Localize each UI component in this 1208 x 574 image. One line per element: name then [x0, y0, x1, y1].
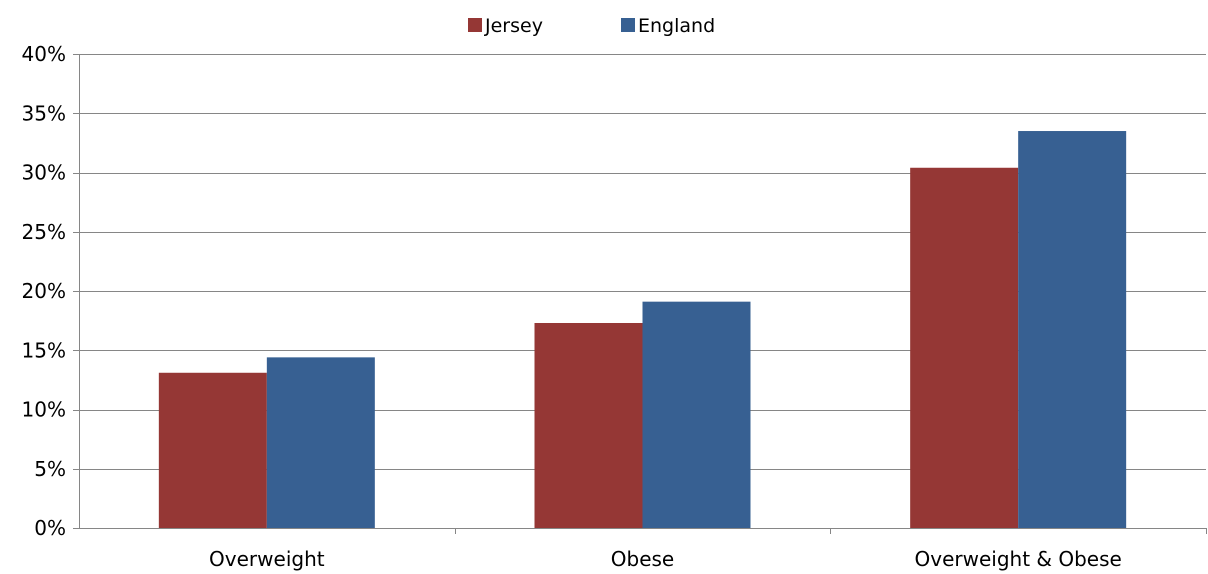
- bar-england-overweight-obese: [1018, 131, 1127, 528]
- y-tick-label: 15%: [22, 338, 66, 362]
- x-tick-label: Overweight: [209, 547, 325, 571]
- legend-label-england: England: [638, 15, 715, 37]
- x-tick-label: Overweight & Obese: [915, 547, 1122, 571]
- y-tick-label: 25%: [22, 220, 66, 244]
- legend-swatch-england: [621, 18, 635, 32]
- y-tick-label: 35%: [22, 101, 66, 125]
- bar-jersey-obese: [534, 322, 643, 528]
- y-tick-label: 20%: [22, 279, 66, 303]
- legend-swatch-jersey: [468, 18, 482, 32]
- x-tick-label: Obese: [611, 547, 674, 571]
- y-tick-label: 30%: [22, 161, 66, 185]
- bar-england-obese: [642, 301, 751, 528]
- y-tick-label: 0%: [34, 516, 66, 540]
- y-tick-label: 5%: [34, 457, 66, 481]
- bar-england-overweight: [266, 357, 375, 528]
- y-tick-label: 40%: [22, 42, 66, 66]
- bar-jersey-overweight: [158, 372, 267, 528]
- axes: 0% 5% 10% 15% 20% 25% 30% 35% 40% Overweight Obese…: [22, 42, 1207, 571]
- y-tick-label: 10%: [22, 398, 66, 422]
- legend: Jersey England: [468, 15, 715, 37]
- legend-label-jersey: Jersey: [484, 15, 543, 37]
- bars: [158, 131, 1127, 528]
- bar-jersey-overweight-obese: [910, 167, 1019, 528]
